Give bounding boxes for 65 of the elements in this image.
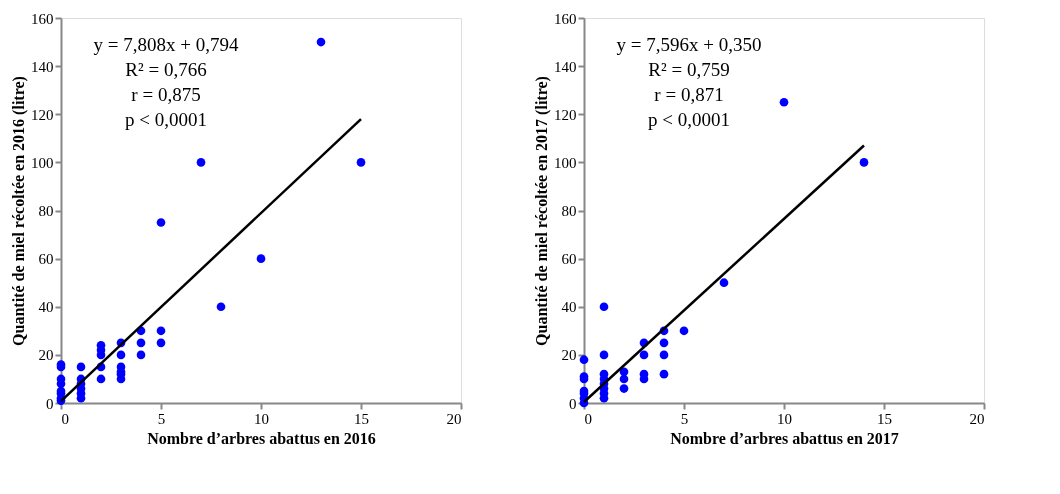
x-axis-title: Nombre d’arbres abattus en 2017 — [670, 429, 899, 447]
y-tick-label: 0 — [46, 395, 54, 412]
annotation: r = 0,871 — [654, 84, 724, 105]
x-tick-label: 5 — [680, 410, 689, 427]
point — [196, 158, 206, 167]
y-tick-label: 80 — [38, 203, 54, 219]
annotation: p < 0,0001 — [648, 109, 730, 130]
point — [659, 338, 669, 348]
y-tick-label: 120 — [554, 106, 577, 123]
point — [156, 338, 166, 348]
y-tick-label: 120 — [31, 106, 54, 123]
x-axis-title: Nombre d’arbres abattus en 2016 — [147, 429, 376, 447]
point — [156, 218, 166, 227]
point — [659, 369, 669, 379]
annotation: r = 0,875 — [131, 84, 201, 105]
point — [216, 302, 226, 312]
point — [619, 384, 629, 393]
point — [256, 254, 266, 263]
annotation: y = 7,596x + 0,350 — [616, 34, 762, 55]
y-tick-label: 100 — [31, 154, 54, 171]
y-tick-label: 80 — [561, 203, 577, 219]
x-tick-label: 15 — [354, 410, 369, 427]
x-tick-label: 0 — [61, 410, 69, 427]
y-axis-title: Quantité de miel récoltée en 2016 (litre) — [10, 76, 28, 346]
x-tick-label: 10 — [254, 410, 269, 427]
x-tick-label: 10 — [777, 410, 792, 427]
point — [859, 158, 869, 167]
point — [779, 97, 789, 107]
point — [619, 374, 629, 384]
point — [599, 302, 609, 312]
y-tick-label: 60 — [38, 251, 54, 268]
annotation: R² = 0,766 — [125, 59, 207, 80]
y-tick-label: 40 — [38, 299, 54, 316]
point — [136, 350, 146, 360]
y-tick-label: 140 — [554, 58, 577, 75]
point — [156, 326, 166, 336]
y-tick-label: 40 — [561, 299, 577, 316]
y-tick-label: 160 — [31, 10, 54, 27]
point — [116, 350, 126, 360]
x-tick-label: 5 — [157, 410, 166, 427]
y-tick-label: 20 — [561, 347, 577, 364]
point — [76, 362, 86, 372]
y-tick-label: 100 — [554, 154, 577, 171]
x-tick-label: 20 — [969, 410, 985, 427]
y-axis-title: Quantité de miel récoltée en 2017 (litre) — [533, 76, 551, 346]
point — [599, 350, 609, 360]
y-tick-label: 60 — [561, 251, 577, 268]
annotation: y = 7,808x + 0,794 — [93, 34, 239, 55]
y-tick-label: 160 — [554, 10, 577, 27]
point — [679, 326, 689, 336]
point — [136, 338, 146, 348]
y-tick-label: 0 — [569, 395, 577, 412]
annotation: p < 0,0001 — [125, 109, 207, 130]
x-tick-label: 0 — [584, 410, 592, 427]
point — [579, 355, 589, 365]
annotation: R² = 0,759 — [648, 59, 730, 80]
point — [719, 278, 729, 288]
y-tick-label: 140 — [31, 58, 54, 75]
x-tick-label: 20 — [446, 410, 462, 427]
point — [96, 374, 106, 384]
point — [659, 350, 669, 360]
y-tick-label: 20 — [38, 347, 54, 364]
x-tick-label: 15 — [877, 410, 892, 427]
point — [639, 350, 649, 360]
point — [356, 158, 366, 167]
